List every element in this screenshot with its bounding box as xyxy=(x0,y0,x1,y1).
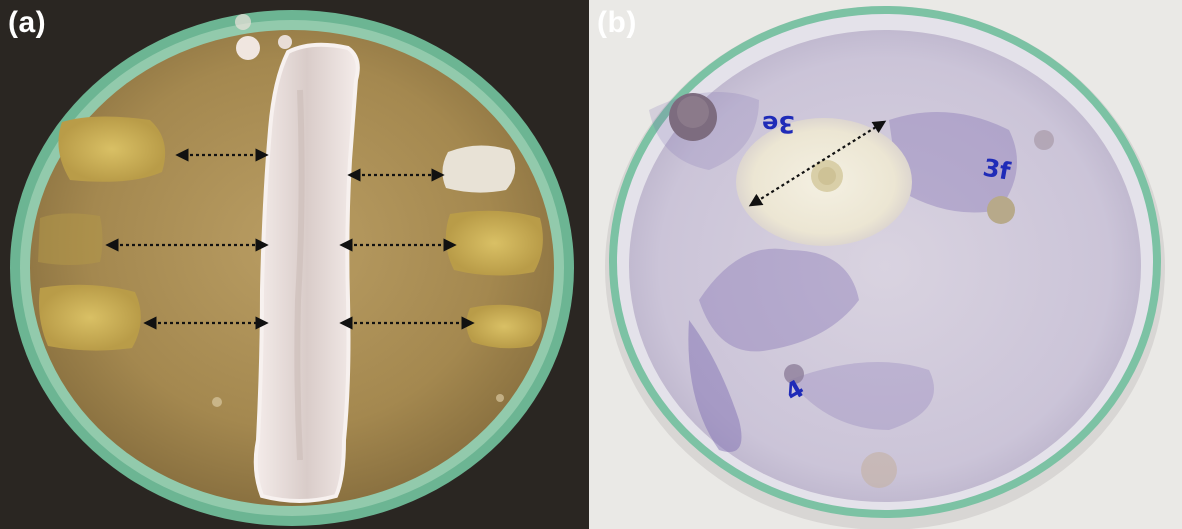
colony-spot-3f xyxy=(987,196,1015,224)
panel-label-b: (b) xyxy=(597,6,637,39)
colony-right-top xyxy=(442,145,516,193)
panel-b-image: 3e 3f 4 (b) xyxy=(589,0,1182,529)
plate-mark-3f: 3f xyxy=(981,153,1013,185)
colony-left-bottom xyxy=(39,284,141,351)
inhibition-arrows-a xyxy=(105,148,475,330)
colonies-b xyxy=(669,93,1054,488)
colony-left-middle xyxy=(38,213,103,265)
colony-right-bottom xyxy=(466,304,542,349)
plate-mark-3e: 3e xyxy=(762,110,795,138)
petri-dish-b: 3e 3f 4 xyxy=(589,0,1182,529)
halo-diameter-arrow xyxy=(748,120,887,207)
test-colonies-a xyxy=(38,116,543,351)
panel-a-image: (a) xyxy=(0,0,589,529)
droplets-a xyxy=(212,14,504,407)
central-streak xyxy=(253,42,360,503)
colony-right-middle xyxy=(445,210,543,276)
colony-left-top xyxy=(58,116,166,182)
petri-dish-a xyxy=(0,0,589,529)
panel-label-a: (a) xyxy=(8,6,47,39)
